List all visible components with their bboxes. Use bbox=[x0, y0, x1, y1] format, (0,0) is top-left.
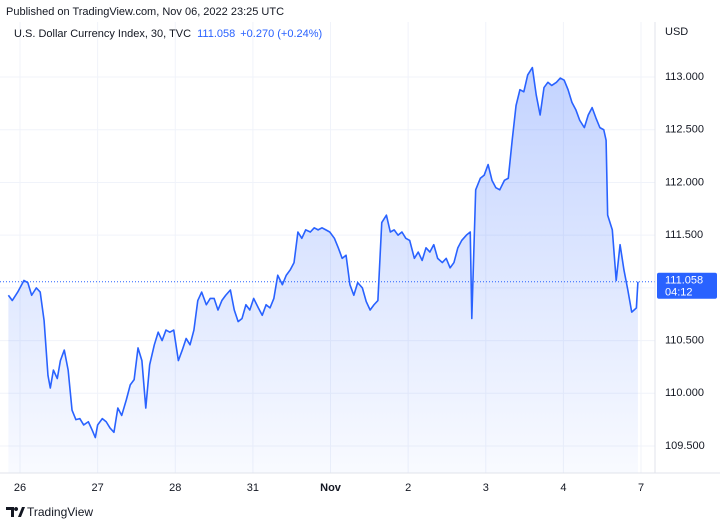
y-tick-label: 112.000 bbox=[665, 176, 704, 188]
x-tick-label: 2 bbox=[405, 482, 411, 494]
brand-logo bbox=[6, 507, 25, 517]
y-tick-label: 110.000 bbox=[665, 387, 704, 399]
countdown-label: 04:12 bbox=[665, 287, 693, 299]
brand: TradingView bbox=[27, 505, 93, 519]
published-note: Published on TradingView.com, Nov 06, 20… bbox=[6, 6, 284, 18]
y-tick-label: 110.500 bbox=[665, 334, 704, 346]
x-tick-label: 26 bbox=[14, 482, 26, 494]
legend-price: 111.058 bbox=[197, 28, 235, 40]
x-tick-label: 4 bbox=[560, 482, 566, 494]
area-fill bbox=[8, 67, 638, 473]
x-tick-label: 27 bbox=[92, 482, 104, 494]
x-tick-label: 31 bbox=[247, 482, 259, 494]
y-tick-label: 109.500 bbox=[665, 440, 705, 452]
y-tick-label: 112.500 bbox=[665, 124, 704, 136]
last-price-box bbox=[657, 272, 717, 299]
x-tick-label: 28 bbox=[169, 482, 181, 494]
y-tick-label: 111.500 bbox=[665, 229, 703, 241]
x-tick-label: 7 bbox=[638, 482, 644, 494]
last-price-label: 111.058 bbox=[665, 275, 703, 287]
currency-label: USD bbox=[665, 26, 688, 38]
x-tick-label: Nov bbox=[320, 482, 342, 494]
y-tick-label: 113.000 bbox=[665, 71, 704, 83]
price-line bbox=[7, 66, 639, 439]
x-tick-label: 3 bbox=[483, 482, 489, 494]
legend-name: U.S. Dollar Currency Index, 30, TVC bbox=[14, 28, 191, 40]
legend-change: +0.270 (+0.24%) bbox=[240, 28, 322, 40]
